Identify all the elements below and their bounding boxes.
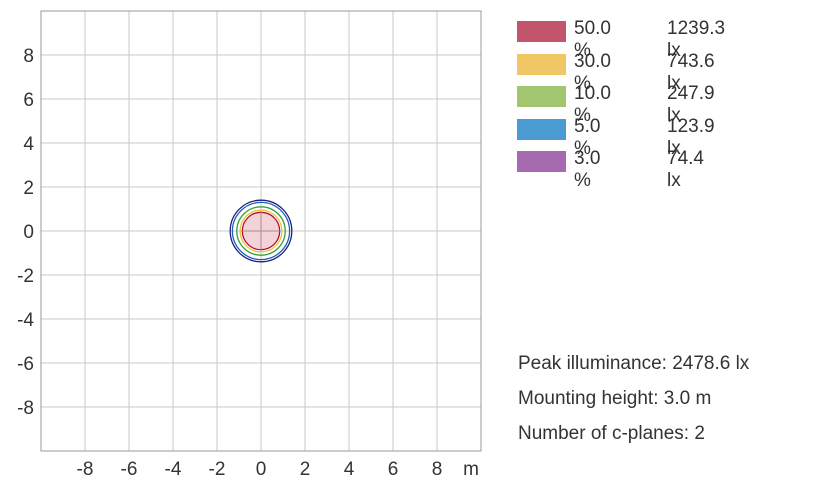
mounting-height: Mounting height: 3.0 m [518,388,712,409]
y-tick-label: -2 [17,266,34,287]
legend-swatch [517,53,566,75]
y-tick-label: 6 [23,90,34,111]
contour-line [231,201,291,261]
legend-swatch [517,151,566,172]
info-panel: Peak illuminance: 2478.6 lx Mounting hei… [518,346,749,451]
x-tick-label: 6 [388,459,399,478]
legend-lux: 743.6 lx [667,50,715,94]
legend-swatch [517,21,566,42]
isolux-chart: 8 6 4 2 0 -2 -4 -6 -8 -8 -6 -4 -2 0 2 4 6 8 m [17,10,482,478]
plot-frame [40,10,482,452]
legend-percent: 50.0 % [574,18,611,61]
x-tick-label: -8 [77,459,94,478]
y-tick-labels: 8 6 4 2 0 -2 -4 -6 -8 [17,46,34,419]
y-tick-label: 8 [23,46,34,67]
y-tick-label: 2 [23,178,34,199]
y-tick-label: -6 [17,354,34,375]
legend-percent: 30.0 % [574,50,611,94]
legend-swatch [517,118,566,140]
contour-line [229,199,293,263]
contour-group [229,199,293,263]
legend-lux: 247.9 lx [667,83,715,126]
legend-lux: 74.4 lx [667,148,704,191]
y-tick-label: 4 [23,134,34,155]
peak-illuminance: Peak illuminance: 2478.6 lx [518,353,750,374]
x-tick-label: 0 [256,459,267,478]
legend-lux: 123.9 lx [667,115,715,159]
y-tick-label: 0 [23,222,34,243]
x-tick-label: 2 [300,459,311,478]
legend-swatch [517,86,566,107]
legend-percent: 3.0 % [574,148,601,191]
legend-percent: 5.0 % [574,115,601,159]
x-tick-label: -4 [165,459,182,478]
c-planes-count: Number of c-planes: 2 [518,423,705,444]
contour-line [239,209,283,253]
y-tick-label: -8 [17,398,34,419]
x-tick-label: 4 [344,459,355,478]
contour-line [236,206,286,256]
legend-lux: 1239.3 lx [667,18,726,61]
x-tick-label: 8 [432,459,443,478]
x-tick-label: -2 [209,459,226,478]
legend-percent: 10.0 % [574,83,611,126]
x-tick-labels: -8 -6 -4 -2 0 2 4 6 8 [77,459,443,478]
x-tick-label: -6 [121,459,138,478]
y-tick-label: -4 [17,310,34,331]
x-unit-label: m [463,459,479,478]
